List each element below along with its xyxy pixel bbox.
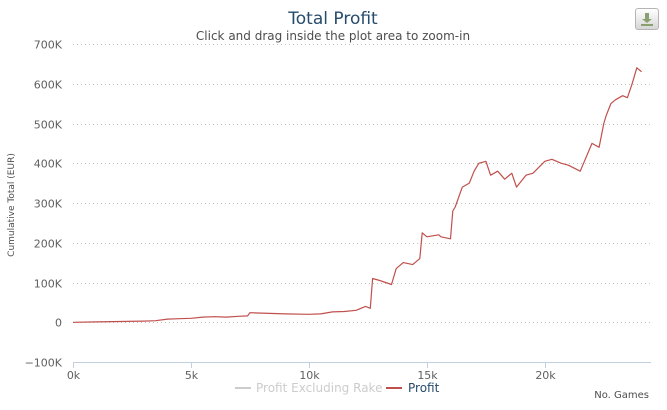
y-tick-label: 500K (34, 119, 63, 132)
x-tick-label: 20k (535, 369, 556, 382)
export-button[interactable] (635, 8, 659, 30)
y-tick-label: 700K (34, 39, 63, 52)
legend-item-label: Profit Excluding Rake (256, 381, 382, 395)
legend-item-label: Profit (408, 381, 440, 395)
chart-title: Total Profit (287, 9, 378, 29)
y-tick-label: 300K (34, 198, 63, 211)
gridlines (73, 44, 651, 323)
download-icon (641, 13, 653, 26)
x-axis-title: No. Games (594, 390, 649, 401)
x-tick-label: 15k (417, 369, 438, 382)
y-axis-ticks: −100K 0 100K 200K 300K 400K 500K 600K 700K (25, 39, 63, 370)
y-tick-label: 100K (34, 278, 63, 291)
series-line-profit (72, 67, 642, 323)
x-tick-label: 5k (185, 369, 199, 382)
chart-subtitle: Click and drag inside the plot area to z… (196, 29, 470, 43)
y-tick-label: 200K (34, 238, 63, 251)
x-axis: 0k 5k 10k 15k 20k (67, 362, 651, 382)
y-tick-label: 600K (34, 79, 63, 92)
legend: Profit Excluding Rake Profit (235, 381, 440, 395)
x-tick-label: 10k (299, 369, 320, 382)
plot-area[interactable] (72, 67, 642, 323)
y-tick-label: −100K (25, 357, 63, 370)
x-tick-label: 0k (67, 369, 81, 382)
y-axis-title: Cumulative Total (EUR) (7, 153, 17, 257)
y-tick-label: 0 (55, 317, 62, 330)
y-tick-label: 400K (34, 158, 63, 171)
